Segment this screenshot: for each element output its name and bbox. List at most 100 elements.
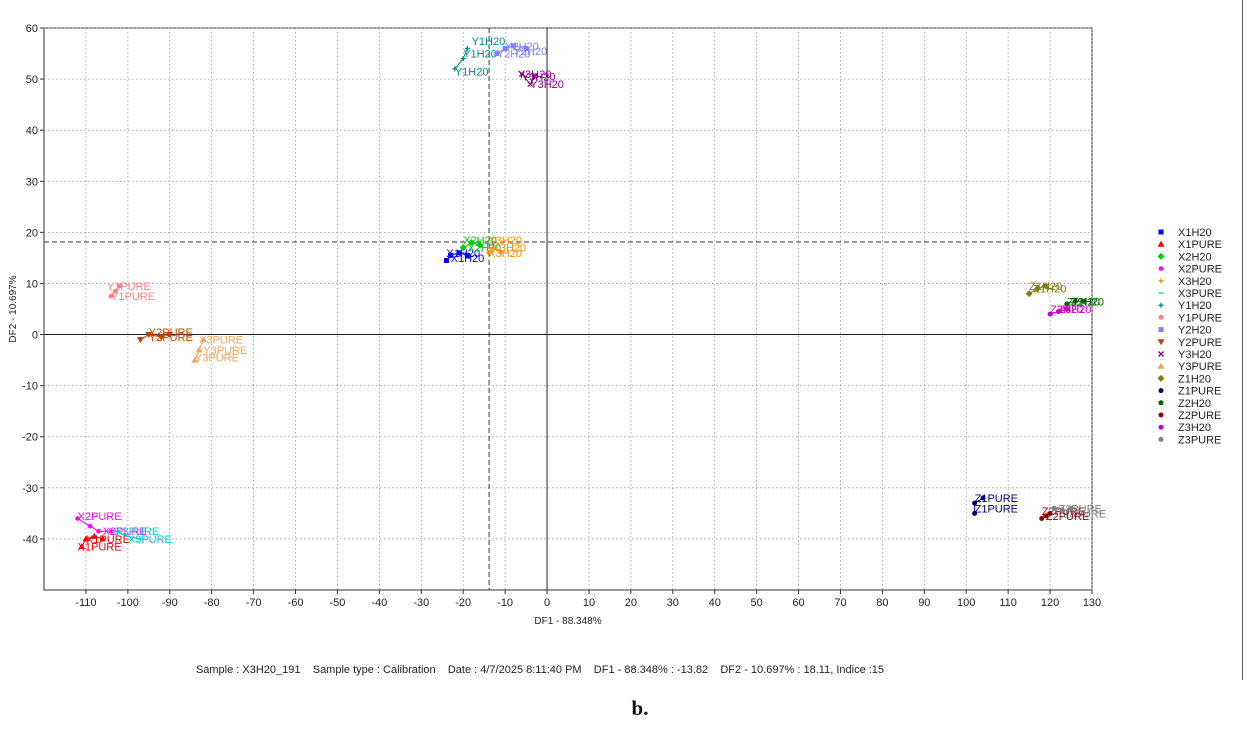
- data-point-z2pure: [1039, 515, 1045, 521]
- legend-label-y3h20: Y3H20: [1178, 349, 1212, 361]
- plot-frame: [43, 27, 1093, 591]
- data-point-y1h20: [460, 56, 466, 62]
- legend-marker-y1h20: [1158, 302, 1164, 308]
- point-label-z2h20: Z2H20: [1067, 296, 1100, 308]
- data-point-y2h20: [511, 43, 517, 49]
- point-label-x2pure: X2PURE: [103, 526, 147, 538]
- data-point-z3pure: [1068, 505, 1074, 511]
- legend-label-z2pure: Z2PURE: [1178, 410, 1221, 422]
- legend-label-z1h20: Z1H20: [1178, 373, 1211, 385]
- data-point-y3h20: [531, 73, 538, 80]
- data-point-x3h20: [498, 250, 504, 256]
- point-label-x2pure: X2PURE: [78, 511, 122, 523]
- legend-marker-z2h20: [1158, 400, 1164, 406]
- data-point-x1h20: [443, 257, 449, 263]
- data-point-y2pure: [166, 332, 174, 339]
- data-point-z3pure: [1060, 508, 1066, 514]
- series-line-x2pure: [77, 518, 112, 532]
- x-tick-label: 90: [918, 597, 930, 609]
- data-point-y1pure: [112, 288, 118, 294]
- data-point-z2h20: [1064, 301, 1070, 307]
- legend-label-y2h20: Y2H20: [1178, 325, 1212, 337]
- data-point-x1h20: [448, 252, 454, 258]
- data-point-y1pure: [108, 293, 114, 299]
- y-tick-label: -20: [22, 432, 38, 444]
- x-tick-label: 110: [999, 597, 1017, 609]
- x-tick-label: 120: [1041, 597, 1059, 609]
- legend-label-x3pure: X3PURE: [1178, 288, 1222, 300]
- data-point-y2pure: [136, 337, 144, 344]
- x-tick-label: 80: [876, 597, 888, 609]
- data-point-z3h20: [1064, 306, 1070, 312]
- data-point-x1pure: [90, 532, 98, 539]
- data-point-y3pure: [195, 346, 203, 353]
- x-axis-label: DF1 - 88.348%: [534, 616, 601, 627]
- x-tick-label: 0: [544, 597, 550, 609]
- panel-label: b.: [631, 696, 649, 720]
- point-label-y3h20: Y3H20: [518, 69, 552, 81]
- legend-label-y1pure: Y1PURE: [1178, 312, 1222, 324]
- point-label-y2h20: Y2H20: [505, 41, 539, 53]
- right-divider: [1242, 0, 1243, 680]
- data-point-x2h20: [476, 241, 484, 249]
- data-point-z3h20: [1055, 309, 1061, 315]
- point-label-y1h20: Y1H20: [463, 49, 497, 61]
- legend-marker-x1pure: [1157, 240, 1165, 247]
- legend-label-x2h20: X2H20: [1178, 251, 1212, 263]
- point-label-x3h20: X3H20: [488, 235, 522, 247]
- x-tick-label: -100: [117, 597, 139, 609]
- point-label-z2h20: Z2H20: [1071, 296, 1104, 308]
- legend-label-x2pure: X2PURE: [1178, 264, 1222, 276]
- data-point-x2h20: [468, 239, 476, 247]
- y-tick-label: 40: [26, 125, 38, 137]
- data-point-z2pure: [1047, 510, 1053, 516]
- point-label-y2h20: Y2H20: [514, 46, 548, 58]
- point-label-z1h20: Z1H20: [1033, 284, 1066, 296]
- x-tick-label: -10: [497, 597, 513, 609]
- legend-marker-z3h20: [1158, 424, 1164, 430]
- point-label-x1pure: X1PURE: [78, 542, 122, 554]
- data-point-x1pure: [78, 543, 86, 550]
- y-axis-label: DF2 - 10.697%: [8, 275, 19, 342]
- series-line-y2h20: [496, 45, 527, 54]
- legend-marker-x1h20: [1158, 229, 1164, 235]
- data-point-x1pure: [99, 535, 107, 542]
- data-point-y3h20: [527, 81, 534, 88]
- y-tick-label: 20: [26, 227, 38, 239]
- data-point-y2pure: [145, 332, 153, 339]
- data-point-x2h20: [459, 244, 467, 252]
- point-label-z3h20: Z3H20: [1058, 304, 1091, 316]
- x-tick-label: -40: [371, 597, 387, 609]
- legend-marker-z1pure: [1158, 388, 1164, 394]
- legend-label-z2h20: Z2H20: [1178, 398, 1211, 410]
- legend-marker-x2pure: [1158, 266, 1164, 272]
- data-point-z3h20: [1047, 311, 1053, 317]
- point-label-y3pure: Y3PURE: [195, 353, 239, 365]
- data-point-z2h20: [1081, 298, 1087, 304]
- point-label-y1pure: Y1PURE: [107, 281, 151, 293]
- point-label-x3h20: X3H20: [488, 248, 522, 260]
- data-point-z1pure: [972, 500, 978, 506]
- point-label-y1h20: Y1H20: [455, 66, 489, 78]
- x-tick-label: 10: [583, 597, 595, 609]
- series-x2pure: X2PURE X2PURE: [75, 511, 147, 538]
- data-point-y1h20: [464, 45, 470, 51]
- point-label-z2pure: Z2PURE: [1046, 511, 1089, 523]
- legend-label-x3h20: X3H20: [1178, 276, 1212, 288]
- y-tick-label: 0: [32, 330, 38, 342]
- series-line-y2pure: [140, 334, 170, 341]
- data-point-x2pure: [108, 528, 114, 534]
- series-line-x1pure: [81, 535, 103, 547]
- x-tick-label: -90: [162, 597, 178, 609]
